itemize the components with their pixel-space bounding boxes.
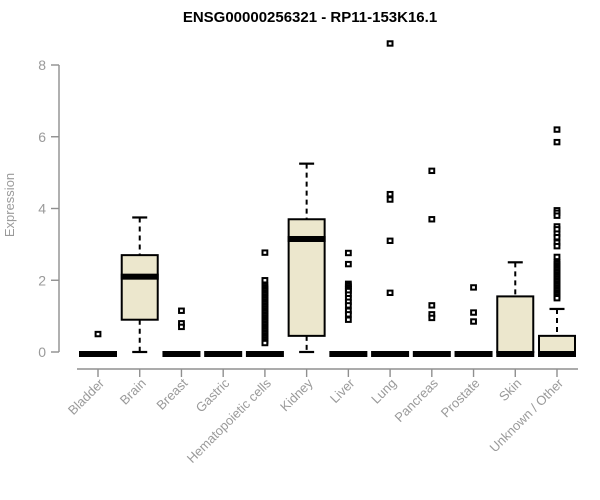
outlier-point xyxy=(553,138,561,146)
outlier-point xyxy=(386,196,394,203)
outlier-point xyxy=(344,260,352,268)
x-category-label: Unknown / Other xyxy=(487,375,567,455)
x-category-label: Lung xyxy=(368,376,399,407)
chart-title: ENSG00000256321 - RP11-153K16.1 xyxy=(183,9,437,26)
outlier-point xyxy=(470,318,477,325)
collapsed-box xyxy=(412,351,451,357)
outlier-point xyxy=(344,316,352,323)
outlier-point xyxy=(386,237,394,244)
outlier-point xyxy=(470,309,477,316)
outlier-point xyxy=(428,216,436,223)
outlier-point xyxy=(553,242,561,250)
x-category-label: Prostate xyxy=(438,376,483,421)
x-category-label: Skin xyxy=(496,376,524,404)
outlier-point xyxy=(470,284,477,291)
outlier-point xyxy=(428,167,436,175)
collapsed-box xyxy=(79,351,117,357)
outlier-point xyxy=(553,253,561,261)
outlier-point xyxy=(428,314,436,322)
outlier-point xyxy=(261,249,269,256)
x-category-label: Brain xyxy=(117,376,149,408)
outlier-point xyxy=(94,330,102,338)
collapsed-box xyxy=(204,351,243,357)
collapsed-box xyxy=(371,351,410,357)
median-line xyxy=(287,235,326,242)
outlier-point xyxy=(553,234,561,241)
outlier-point xyxy=(553,126,561,133)
y-tick-label: 8 xyxy=(38,57,46,73)
y-tick-label: 4 xyxy=(38,201,46,217)
outlier-point xyxy=(178,307,185,314)
median-line xyxy=(537,351,576,357)
outlier-point xyxy=(261,277,269,284)
collapsed-box xyxy=(162,351,201,357)
x-category-label: Kidney xyxy=(277,375,316,414)
outlier-point xyxy=(386,190,394,198)
outlier-point xyxy=(344,302,352,309)
median-line xyxy=(496,351,535,357)
outlier-point xyxy=(553,294,561,302)
collapsed-box xyxy=(329,351,368,357)
outlier-point xyxy=(553,212,561,219)
box xyxy=(537,334,576,354)
outlier-point xyxy=(386,40,394,47)
x-category-label: Liver xyxy=(327,375,358,406)
outlier-point xyxy=(344,249,352,257)
x-category-label: Gastric xyxy=(193,375,233,415)
boxplot-marks xyxy=(79,40,576,357)
outlier-point xyxy=(178,323,185,331)
box xyxy=(120,254,159,321)
x-category-label: Bladder xyxy=(65,375,108,418)
collapsed-box xyxy=(454,351,493,357)
x-category-label: Pancreas xyxy=(391,375,441,425)
collapsed-box xyxy=(245,351,284,357)
box xyxy=(496,295,535,353)
y-axis-label: Expression xyxy=(2,173,17,237)
y-tick-label: 0 xyxy=(38,344,46,360)
outlier-point xyxy=(386,289,394,297)
y-tick-label: 2 xyxy=(38,272,46,288)
outlier-point xyxy=(261,339,269,347)
x-category-label: Breast xyxy=(153,375,190,412)
outlier-point xyxy=(428,302,436,309)
y-tick-label: 6 xyxy=(38,129,46,145)
median-line xyxy=(120,273,159,280)
outlier-point xyxy=(344,311,352,318)
